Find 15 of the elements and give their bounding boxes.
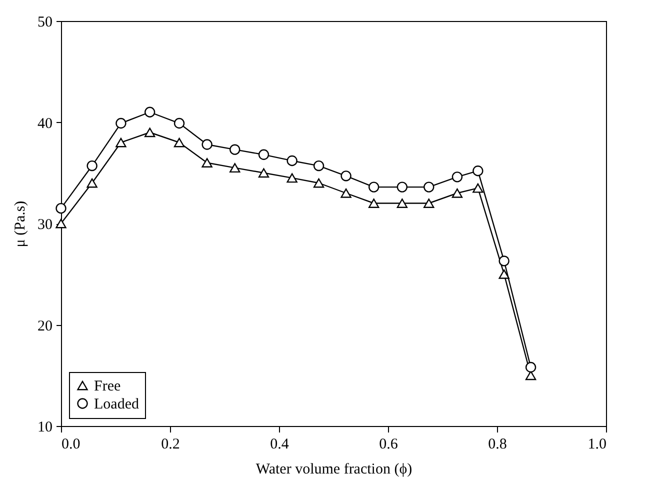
y-tick-label: 50 bbox=[38, 14, 52, 30]
x-tick-label: 0.8 bbox=[488, 436, 507, 452]
x-tick-label: 1.0 bbox=[588, 436, 606, 452]
x-axis-title: Water volume fraction (ϕ) bbox=[256, 462, 412, 478]
legend-label: Free bbox=[94, 378, 121, 394]
x-tick-label: 0.6 bbox=[379, 436, 398, 452]
x-tick-label: 0.4 bbox=[270, 436, 290, 452]
x-tick-label: 0.2 bbox=[161, 436, 180, 452]
x-tick-label: 0.0 bbox=[62, 436, 80, 452]
y-axis-title: μ (Pa.s) bbox=[12, 200, 28, 248]
legend-label: Loaded bbox=[94, 396, 140, 412]
y-tick-label: 20 bbox=[38, 318, 52, 334]
y-tick-label: 10 bbox=[38, 420, 52, 436]
y-tick-label: 40 bbox=[38, 116, 52, 132]
y-tick-label: 30 bbox=[38, 217, 52, 233]
